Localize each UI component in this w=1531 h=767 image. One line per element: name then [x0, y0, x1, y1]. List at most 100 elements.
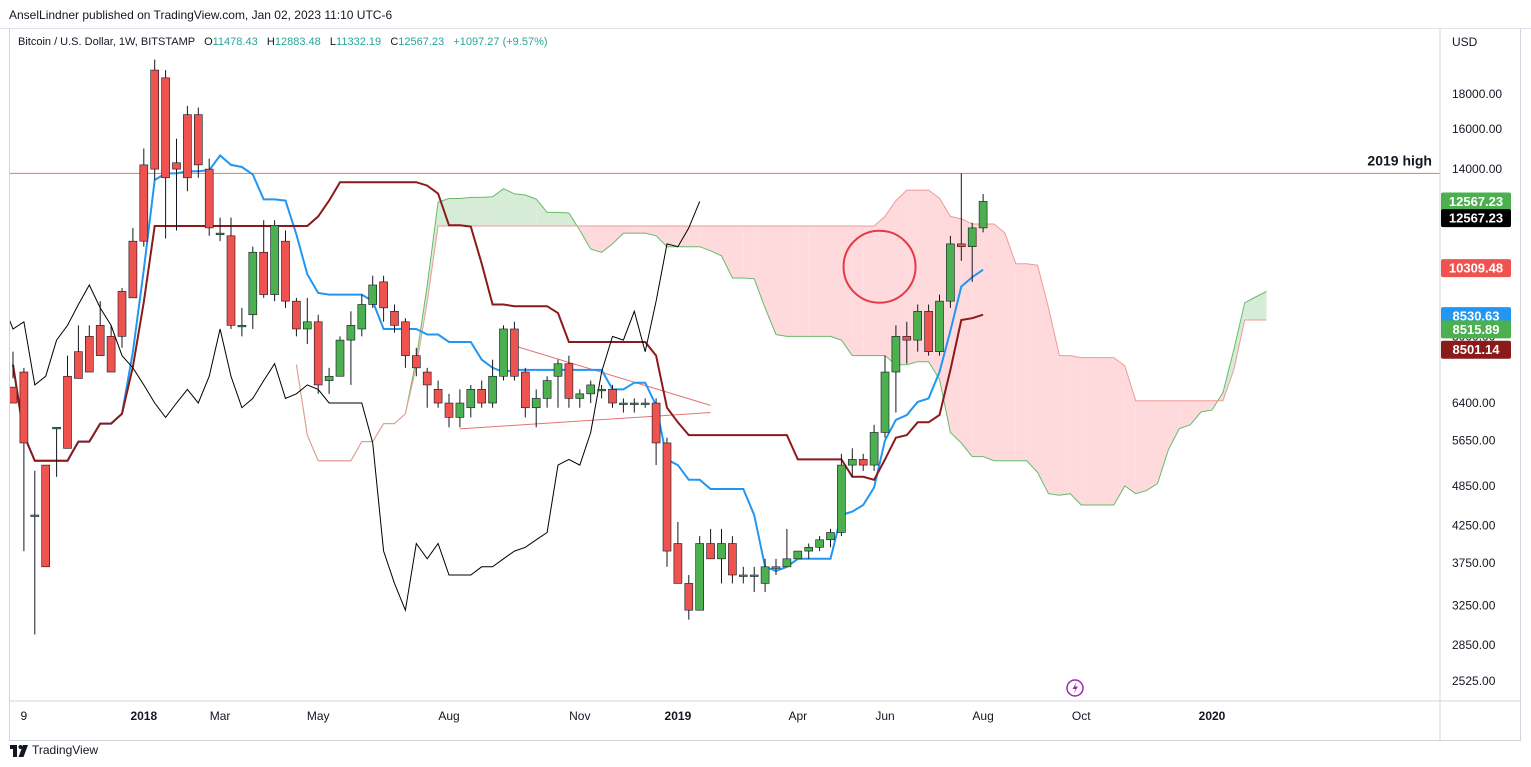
- candle[interactable]: [161, 70, 170, 239]
- candle[interactable]: [259, 220, 269, 298]
- candle[interactable]: [270, 220, 279, 302]
- annotation-circle[interactable]: [842, 229, 917, 304]
- candle[interactable]: [542, 376, 552, 408]
- candle[interactable]: [967, 222, 977, 282]
- candle[interactable]: [510, 321, 519, 381]
- candle[interactable]: [869, 424, 879, 471]
- candle[interactable]: [52, 427, 61, 477]
- candle[interactable]: [804, 543, 814, 559]
- candle[interactable]: [499, 325, 508, 381]
- candle[interactable]: [335, 336, 345, 377]
- candle[interactable]: [728, 536, 737, 584]
- candle[interactable]: [85, 325, 94, 373]
- candle[interactable]: [368, 275, 378, 308]
- candle[interactable]: [978, 194, 988, 233]
- candle[interactable]: [19, 367, 29, 552]
- candle[interactable]: [891, 325, 901, 413]
- candle[interactable]: [913, 304, 923, 352]
- candle[interactable]: [564, 355, 574, 408]
- candle[interactable]: [226, 217, 236, 329]
- cloud-segment: [721, 225, 733, 278]
- candle[interactable]: [673, 521, 683, 584]
- candle[interactable]: [651, 398, 661, 466]
- candle[interactable]: [411, 347, 421, 377]
- candle[interactable]: [172, 138, 181, 231]
- candle[interactable]: [204, 158, 214, 236]
- candle[interactable]: [248, 246, 258, 329]
- candle[interactable]: [488, 359, 497, 408]
- candle[interactable]: [956, 173, 966, 261]
- candle[interactable]: [684, 574, 694, 620]
- candle[interactable]: [520, 367, 530, 418]
- price-tag: 10309.48: [1441, 259, 1511, 278]
- lightning-alert-icon[interactable]: [1066, 679, 1084, 697]
- candle[interactable]: [695, 536, 705, 611]
- candle[interactable]: [106, 325, 116, 373]
- candle[interactable]: [117, 288, 127, 348]
- candle[interactable]: [902, 321, 912, 364]
- candle[interactable]: [292, 297, 301, 337]
- candle[interactable]: [466, 384, 476, 418]
- candle[interactable]: [847, 448, 857, 477]
- candle[interactable]: [324, 367, 334, 394]
- candle-body: [41, 464, 51, 568]
- candle[interactable]: [826, 528, 835, 548]
- candle[interactable]: [619, 398, 628, 413]
- candle[interactable]: [422, 367, 432, 408]
- candle[interactable]: [433, 380, 443, 408]
- candle[interactable]: [313, 314, 323, 394]
- cloud-segment: [819, 225, 831, 337]
- candle[interactable]: [30, 470, 40, 635]
- candle[interactable]: [946, 235, 955, 308]
- candle[interactable]: [41, 464, 51, 568]
- candle[interactable]: [586, 380, 596, 404]
- candle[interactable]: [771, 558, 781, 575]
- candle[interactable]: [749, 566, 759, 593]
- candle[interactable]: [9, 351, 18, 404]
- candle[interactable]: [706, 528, 715, 560]
- candle[interactable]: [237, 307, 247, 337]
- candle[interactable]: [74, 325, 83, 379]
- candle[interactable]: [357, 294, 367, 337]
- candle[interactable]: [194, 107, 203, 178]
- candle[interactable]: [95, 301, 105, 356]
- candle[interactable]: [455, 389, 465, 428]
- candle[interactable]: [553, 359, 563, 408]
- candle[interactable]: [924, 304, 933, 356]
- candle[interactable]: [575, 389, 585, 408]
- candle[interactable]: [139, 148, 149, 247]
- cloud-segment: [699, 225, 711, 251]
- candle[interactable]: [63, 355, 72, 449]
- candle[interactable]: [760, 558, 770, 593]
- candle[interactable]: [858, 453, 868, 471]
- candle[interactable]: [379, 275, 388, 322]
- candle[interactable]: [444, 393, 454, 428]
- candle[interactable]: [346, 311, 356, 385]
- candle[interactable]: [390, 304, 399, 333]
- candle[interactable]: [815, 536, 824, 552]
- candle[interactable]: [401, 318, 410, 368]
- candle[interactable]: [128, 227, 138, 299]
- candle[interactable]: [629, 398, 639, 413]
- candle[interactable]: [608, 384, 617, 408]
- candle[interactable]: [302, 297, 312, 344]
- candle[interactable]: [738, 566, 748, 584]
- candle[interactable]: [183, 105, 192, 192]
- triangle-trendline[interactable]: [459, 412, 711, 430]
- candle[interactable]: [531, 389, 541, 428]
- triangle-trendline[interactable]: [514, 345, 711, 406]
- candle[interactable]: [150, 59, 159, 180]
- candle[interactable]: [281, 230, 290, 308]
- candle[interactable]: [880, 355, 890, 438]
- candle[interactable]: [597, 384, 606, 399]
- candle[interactable]: [837, 453, 846, 537]
- candle[interactable]: [717, 528, 726, 584]
- candle[interactable]: [793, 550, 803, 560]
- candle[interactable]: [215, 217, 225, 242]
- candle[interactable]: [662, 437, 672, 567]
- candle[interactable]: [935, 294, 944, 356]
- candle[interactable]: [640, 398, 650, 408]
- candle[interactable]: [782, 528, 792, 568]
- candle[interactable]: [477, 380, 487, 408]
